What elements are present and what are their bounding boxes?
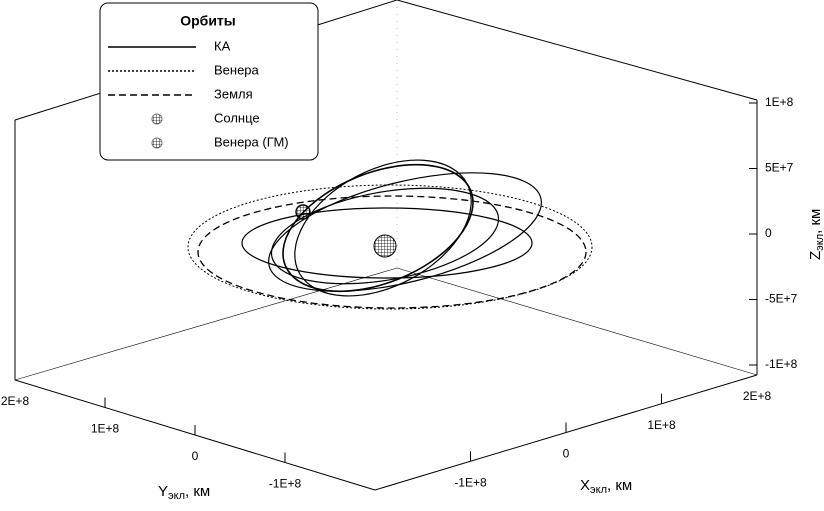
z-axis-label: Zэкл, км xyxy=(807,209,824,260)
legend: Орбиты КА Венера Земля Солнце Венера (ГМ) xyxy=(99,2,319,161)
sc-orbit xyxy=(268,172,542,292)
venus-orbit xyxy=(187,184,593,310)
legend-marker xyxy=(151,113,163,125)
legend-label: Венера (ГМ) xyxy=(214,134,289,149)
y-axis-label: Yэкл, км xyxy=(158,483,210,502)
tick-label: 0 xyxy=(765,226,772,240)
sc-orbit xyxy=(270,187,500,285)
legend-label: Солнце xyxy=(214,110,260,125)
tick-label: 1E+8 xyxy=(91,422,120,436)
legend-label: Венера xyxy=(214,62,260,77)
legend-label: КА xyxy=(214,38,231,53)
sc-orbit xyxy=(241,207,533,279)
venus-gm-marker xyxy=(295,204,311,220)
sc-orbit xyxy=(294,159,472,297)
tick-label: 0 xyxy=(192,449,199,463)
sun-marker xyxy=(373,234,397,258)
tick-label: 5E+7 xyxy=(765,161,794,175)
legend-label: Земля xyxy=(214,86,253,101)
earth-orbit xyxy=(197,195,587,309)
orbits xyxy=(187,159,593,310)
tick-label: -1E+8 xyxy=(269,477,302,491)
tick-label: 2E+8 xyxy=(1,394,30,408)
tick-label: 2E+8 xyxy=(743,389,772,403)
x-axis-label: Xэкл, км xyxy=(580,477,632,496)
sc-orbit xyxy=(282,163,474,293)
tick-label: -1E+8 xyxy=(765,357,798,371)
legend-marker xyxy=(151,137,163,149)
tick-label: 0 xyxy=(563,447,570,461)
legend-title: Орбиты xyxy=(180,13,236,29)
tick-label: -5E+7 xyxy=(765,292,798,306)
tick-label: 1E+8 xyxy=(765,95,794,109)
tick-label: 1E+8 xyxy=(647,418,676,432)
tick-label: -1E+8 xyxy=(454,475,487,489)
